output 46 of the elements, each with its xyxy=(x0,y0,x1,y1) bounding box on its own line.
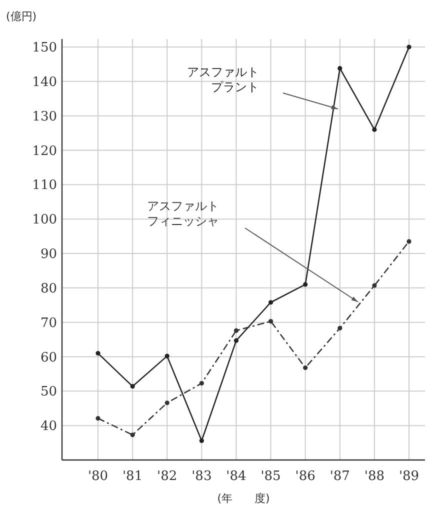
point xyxy=(268,319,274,324)
point xyxy=(199,438,204,444)
x-tick-label: '84 xyxy=(226,469,246,484)
y-tick-label: 120 xyxy=(32,144,57,159)
y-tick-label: 90 xyxy=(40,247,57,262)
point xyxy=(372,127,377,132)
point xyxy=(303,365,308,370)
y-tick-label: 80 xyxy=(40,281,57,296)
point xyxy=(234,328,239,333)
point xyxy=(164,400,170,406)
point xyxy=(96,416,100,421)
point xyxy=(234,338,239,343)
point xyxy=(372,283,377,288)
point xyxy=(406,44,412,50)
y-axis-title: (億円) xyxy=(6,10,37,23)
x-tick-label: '82 xyxy=(157,469,178,484)
x-tick-label: '85 xyxy=(260,469,281,484)
x-tick-label: '87 xyxy=(330,469,350,484)
text: アスファルトプラント xyxy=(186,65,259,95)
x-axis-title: (年 度) xyxy=(217,492,270,505)
x-tick-label: '83 xyxy=(192,469,212,484)
point xyxy=(303,282,308,287)
y-tick-label: 100 xyxy=(32,212,57,228)
point xyxy=(199,380,204,386)
point xyxy=(130,432,135,438)
x-tick-label: '81 xyxy=(122,469,143,484)
point xyxy=(338,326,342,330)
x-tick-label: '80 xyxy=(88,469,108,484)
y-tick-label: 70 xyxy=(40,316,57,331)
y-tick-label: 60 xyxy=(40,350,57,366)
y-tick-label: 150 xyxy=(32,40,57,56)
y-tick-label: 140 xyxy=(32,74,57,90)
text: アスファルトフィニッシャ xyxy=(146,199,219,229)
point xyxy=(406,239,412,244)
point xyxy=(130,384,135,389)
point xyxy=(268,300,274,305)
x-tick-label: '89 xyxy=(398,469,420,484)
y-tick-label: 110 xyxy=(32,178,57,194)
y-tick-label: 130 xyxy=(32,109,57,124)
y-tick-label: 50 xyxy=(40,384,57,400)
point xyxy=(164,354,170,358)
x-tick-label: '88 xyxy=(364,469,385,484)
point xyxy=(338,66,342,71)
y-tick-label: 40 xyxy=(40,419,57,434)
point xyxy=(96,351,100,356)
x-tick-label: '86 xyxy=(295,469,316,484)
